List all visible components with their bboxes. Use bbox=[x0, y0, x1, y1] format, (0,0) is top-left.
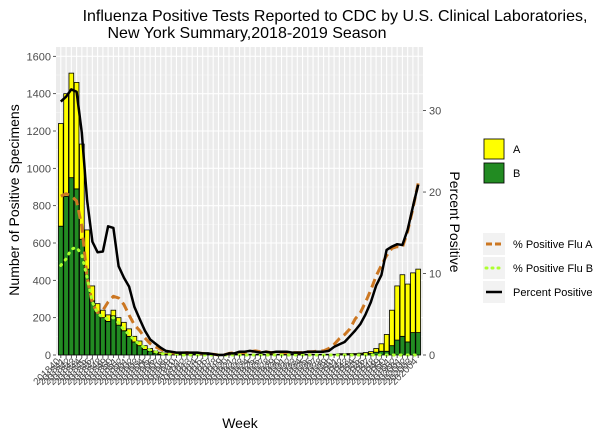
y2-tick-label: 10 bbox=[429, 269, 441, 281]
bar-b bbox=[95, 312, 100, 355]
bar-a bbox=[374, 348, 379, 352]
bar-b bbox=[137, 346, 142, 355]
y-tick-label: 600 bbox=[33, 238, 51, 250]
bar-a bbox=[379, 344, 384, 351]
bar-a bbox=[58, 124, 63, 227]
bar-a bbox=[85, 230, 90, 269]
bar-b bbox=[101, 318, 106, 355]
y2-tick-label: 0 bbox=[429, 350, 435, 362]
bar-b bbox=[69, 178, 74, 355]
bar-b bbox=[411, 333, 416, 355]
bar-a bbox=[64, 94, 69, 197]
y2-tick-label: 20 bbox=[429, 187, 441, 199]
bar-b bbox=[58, 226, 63, 355]
y-tick-label: 800 bbox=[33, 201, 51, 213]
bar-b bbox=[111, 316, 116, 355]
bar-a bbox=[416, 269, 421, 332]
y2-axis-title: Percent Positive bbox=[447, 171, 463, 272]
bar-b bbox=[405, 342, 410, 355]
chart-title-line-2: New York Summary,2018-2019 Season bbox=[108, 25, 387, 42]
bar-b bbox=[395, 340, 400, 355]
legend-swatch-b bbox=[484, 163, 504, 183]
bar-b bbox=[400, 336, 405, 355]
bar-a bbox=[395, 286, 400, 340]
y-tick-label: 400 bbox=[33, 275, 51, 287]
bar-b bbox=[143, 349, 148, 355]
bar-b bbox=[64, 196, 69, 355]
bar-b bbox=[122, 331, 127, 355]
bar-b bbox=[116, 325, 121, 355]
bar-b bbox=[132, 342, 137, 355]
legend-label-percent-positive: Percent Positive bbox=[513, 287, 592, 299]
bar-a bbox=[411, 273, 416, 333]
bar-a bbox=[369, 352, 374, 354]
bar-b bbox=[416, 333, 421, 355]
legend-swatch-a bbox=[484, 139, 504, 159]
bar-a bbox=[384, 334, 389, 351]
bar-b bbox=[148, 351, 153, 355]
legend-label-b: B bbox=[513, 168, 520, 180]
y-tick-label: 200 bbox=[33, 313, 51, 325]
y-tick-label: 1600 bbox=[27, 51, 51, 63]
bar-a bbox=[390, 310, 395, 345]
x-axis-title: Week bbox=[222, 415, 259, 431]
bar-a bbox=[111, 310, 116, 316]
y-tick-label: 1200 bbox=[27, 126, 51, 138]
bar-b bbox=[127, 336, 132, 355]
bar-a bbox=[405, 284, 410, 342]
y-axis-title: Number of Positive Specimens bbox=[6, 104, 22, 295]
bar-b bbox=[106, 321, 111, 355]
legend-label--positive-flu-a: % Positive Flu A bbox=[513, 239, 593, 251]
bar-a bbox=[400, 275, 405, 337]
y-tick-label: 1000 bbox=[27, 163, 51, 175]
chart-title-line-1: Influenza Positive Tests Reported to CDC… bbox=[83, 8, 588, 25]
legend-label--positive-flu-b: % Positive Flu B bbox=[513, 263, 593, 275]
y2-tick-label: 30 bbox=[429, 106, 441, 118]
legend-label-a: A bbox=[513, 144, 521, 156]
y-tick-label: 1400 bbox=[27, 89, 51, 101]
